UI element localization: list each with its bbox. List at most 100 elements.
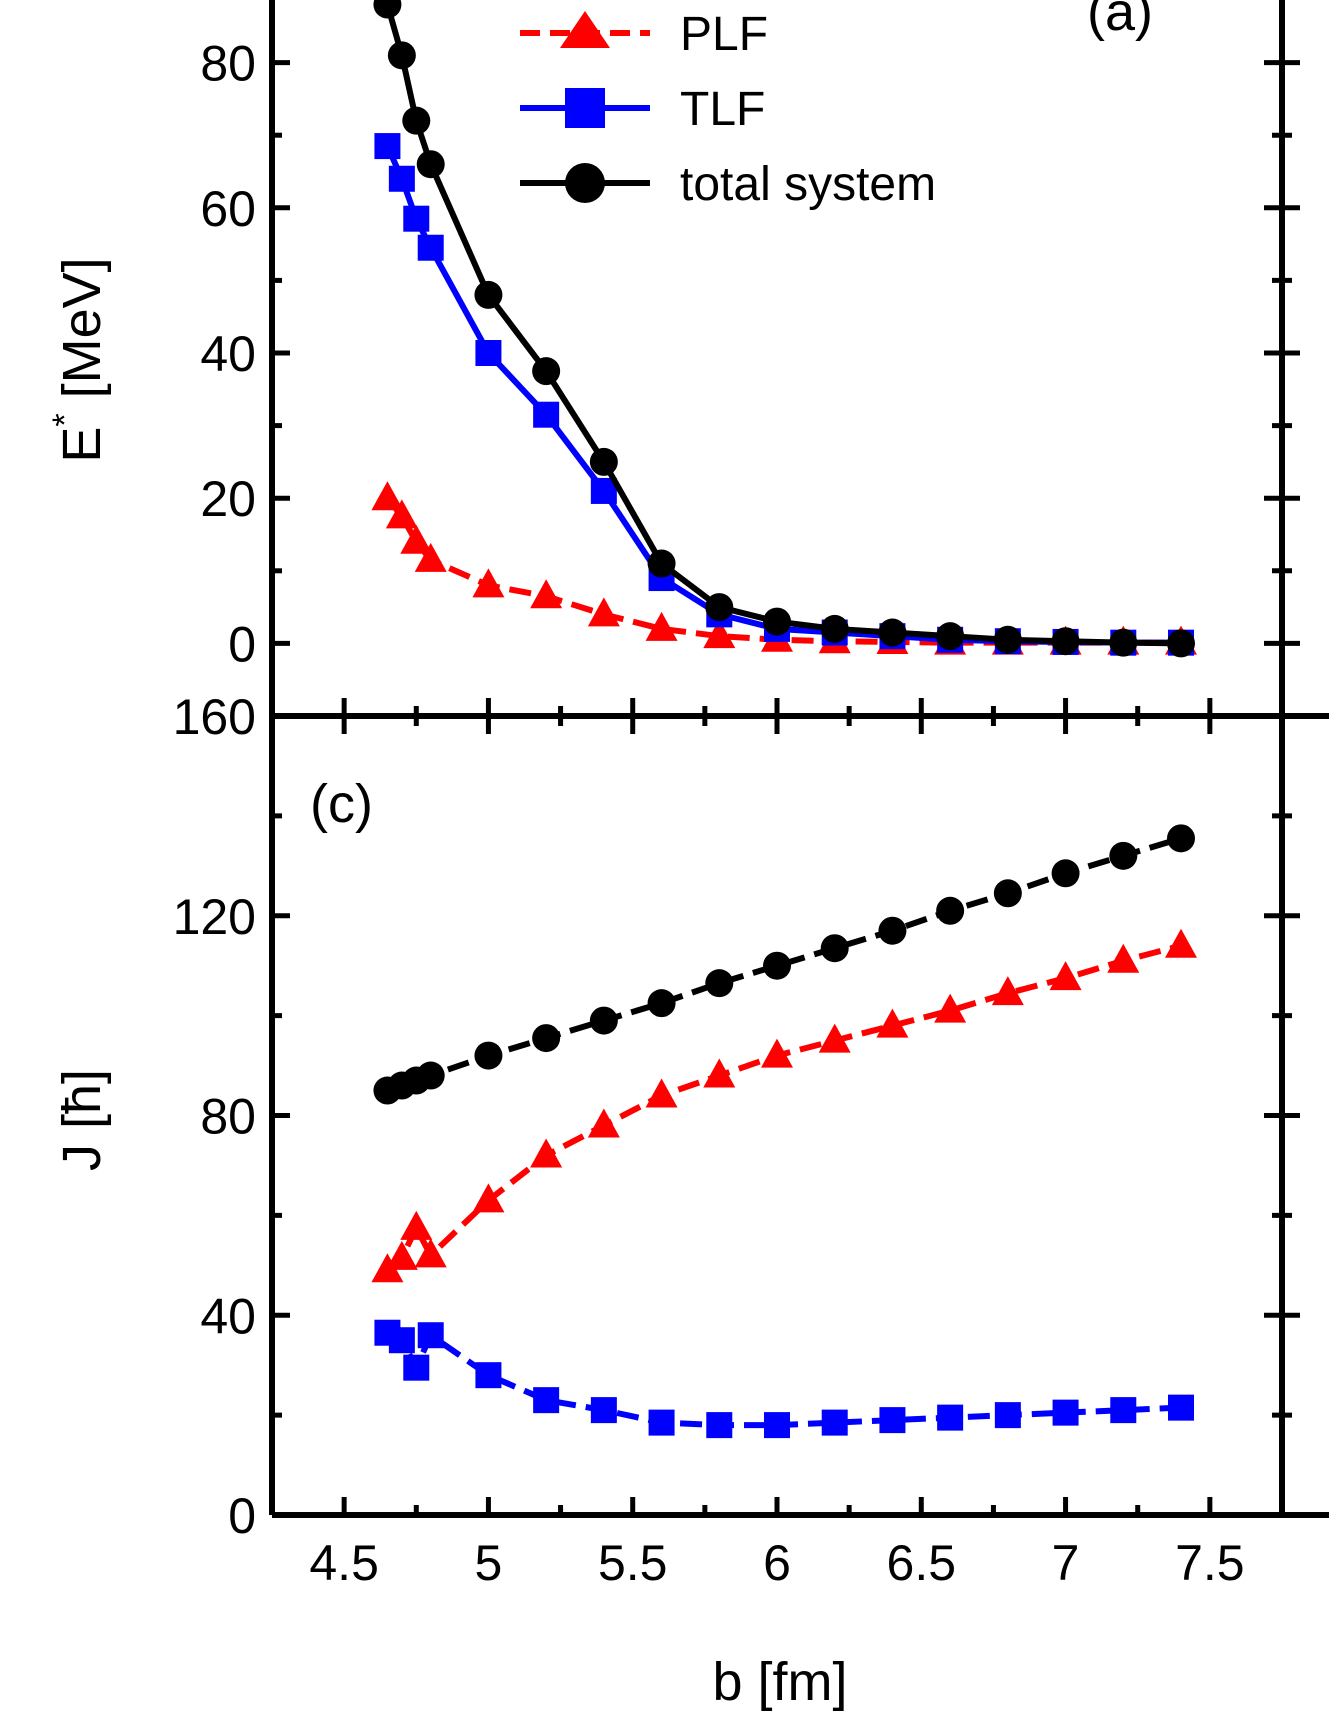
a-point-0 — [703, 619, 736, 649]
c-point-0 — [414, 1238, 447, 1268]
c-point-2 — [647, 989, 676, 1018]
y-axis-title-bottom: J [ħ] — [52, 1069, 112, 1171]
a-point-1 — [403, 205, 430, 232]
y-bottom-tick-label: 120 — [173, 889, 256, 945]
c-point-2 — [878, 916, 907, 945]
series-layer — [371, 0, 1197, 1439]
legend: PLF TLF total system — [520, 8, 936, 211]
c-point-0 — [934, 993, 967, 1023]
c-point-0 — [1049, 961, 1082, 991]
c-point-0 — [991, 976, 1024, 1006]
a-series-line-2 — [384, 3, 1182, 647]
c-point-1 — [590, 1397, 617, 1424]
c-point-1 — [706, 1412, 733, 1439]
c-point-0 — [385, 1240, 418, 1270]
c-point-1 — [648, 1409, 675, 1436]
c-point-2 — [416, 1061, 445, 1090]
a-point-0 — [385, 499, 418, 529]
a-point-2 — [416, 150, 445, 179]
a-point-0 — [530, 579, 563, 609]
c-point-2 — [993, 879, 1022, 908]
y-axis-title-top: E* [MeV] — [46, 257, 112, 462]
y-axis-title-top-main: E — [52, 427, 112, 463]
a-point-2 — [936, 622, 965, 651]
x-axis-title: b [fm] — [712, 1652, 847, 1712]
a-point-0 — [400, 524, 433, 554]
c-point-0 — [1165, 928, 1197, 958]
c-point-2 — [589, 1006, 618, 1035]
y-bottom-tick-label: 40 — [200, 1288, 256, 1344]
y-top-tick-label: 60 — [200, 181, 256, 237]
legend-item-tlf: TLF — [520, 83, 765, 136]
a-point-2 — [373, 0, 402, 19]
y-top-tick-label: 20 — [200, 471, 256, 527]
c-point-1 — [417, 1322, 444, 1349]
a-point-2 — [387, 41, 416, 70]
legend-label-plf: PLF — [680, 8, 768, 61]
x-tick-label: 5.5 — [598, 1535, 668, 1591]
legend-item-total: total system — [520, 158, 936, 211]
a-point-2 — [532, 357, 561, 386]
c-point-1 — [937, 1404, 964, 1431]
legend-label-total: total system — [680, 158, 936, 211]
c-point-1 — [388, 1327, 415, 1354]
y-bottom-tick-label: 80 — [200, 1089, 256, 1145]
c-point-0 — [761, 1038, 793, 1068]
a-point-1 — [475, 340, 502, 366]
a-point-0 — [414, 542, 447, 572]
c-point-2 — [1167, 824, 1195, 853]
a-point-2 — [402, 106, 431, 135]
c-point-1 — [764, 1412, 790, 1439]
c-point-2 — [532, 1024, 561, 1053]
c-point-0 — [703, 1058, 736, 1088]
c-point-2 — [936, 896, 965, 925]
a-point-0 — [645, 611, 678, 641]
x-tick-label: 4.5 — [309, 1535, 379, 1591]
c-point-1 — [1110, 1397, 1137, 1424]
legend-item-plf: PLF — [520, 8, 768, 61]
c-point-0 — [645, 1078, 678, 1108]
c-point-2 — [1051, 859, 1080, 888]
c-series-line-0 — [385, 942, 1182, 1273]
x-tick-label: 7 — [1052, 1535, 1080, 1591]
a-point-2 — [647, 549, 676, 578]
c-point-1 — [533, 1387, 560, 1414]
c-point-2 — [820, 934, 849, 963]
c-point-0 — [400, 1210, 433, 1240]
axis-ticks: 4.5 5 5.5 6 6.5 7 7.5 0 20 40 60 80 0 40 80 120 160 — [173, 36, 1300, 1591]
a-point-2 — [1051, 627, 1080, 656]
y-axis-title-top-unit: [MeV] — [52, 257, 112, 413]
a-point-2 — [1167, 629, 1195, 658]
c-point-2 — [1109, 841, 1138, 870]
panel-label-a: (a) — [1087, 0, 1153, 42]
c-point-2 — [763, 951, 791, 980]
a-point-2 — [1109, 628, 1138, 657]
a-point-2 — [705, 593, 734, 622]
c-point-0 — [587, 1108, 620, 1138]
c-point-2 — [705, 969, 734, 998]
legend-label-tlf: TLF — [680, 83, 765, 136]
c-point-1 — [1168, 1394, 1194, 1421]
a-point-2 — [878, 618, 907, 647]
a-point-2 — [474, 280, 503, 309]
c-point-1 — [821, 1409, 848, 1436]
a-point-1 — [374, 133, 401, 160]
y-axis-title-top-sup: * — [46, 413, 84, 426]
a-point-2 — [763, 607, 791, 636]
y-top-tick-label: 0 — [228, 616, 256, 672]
c-point-0 — [472, 1183, 505, 1213]
a-point-1 — [388, 165, 415, 192]
x-tick-label: 5 — [475, 1535, 503, 1591]
c-point-1 — [475, 1362, 502, 1389]
a-point-0 — [371, 481, 404, 511]
x-tick-label: 7.5 — [1175, 1535, 1245, 1591]
y-top-tick-label: 80 — [200, 36, 256, 92]
c-point-2 — [474, 1041, 503, 1070]
c-point-1 — [879, 1407, 906, 1434]
c-point-1 — [403, 1354, 430, 1381]
plot-frames — [269, 0, 1329, 1518]
a-point-2 — [589, 447, 618, 476]
c-point-0 — [818, 1023, 851, 1053]
y-top-tick-label: 40 — [200, 326, 256, 382]
